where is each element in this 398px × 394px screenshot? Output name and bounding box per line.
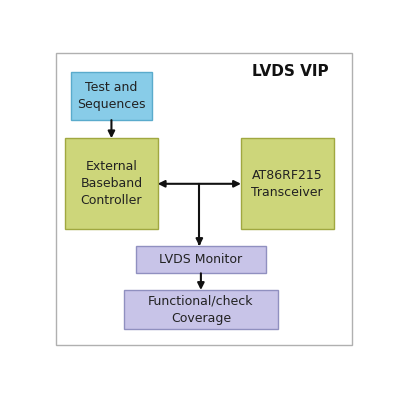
Text: Test and
Sequences: Test and Sequences bbox=[77, 81, 146, 111]
Text: External
Baseband
Controller: External Baseband Controller bbox=[80, 160, 142, 207]
Bar bbox=[241, 138, 334, 229]
Bar bbox=[124, 290, 278, 329]
Text: LVDS VIP: LVDS VIP bbox=[252, 64, 329, 79]
Bar bbox=[71, 72, 152, 120]
Text: Functional/check
Coverage: Functional/check Coverage bbox=[148, 295, 254, 325]
Bar bbox=[136, 246, 265, 273]
Text: LVDS Monitor: LVDS Monitor bbox=[159, 253, 242, 266]
Text: AT86RF215
Transceiver: AT86RF215 Transceiver bbox=[252, 169, 323, 199]
Bar bbox=[65, 138, 158, 229]
